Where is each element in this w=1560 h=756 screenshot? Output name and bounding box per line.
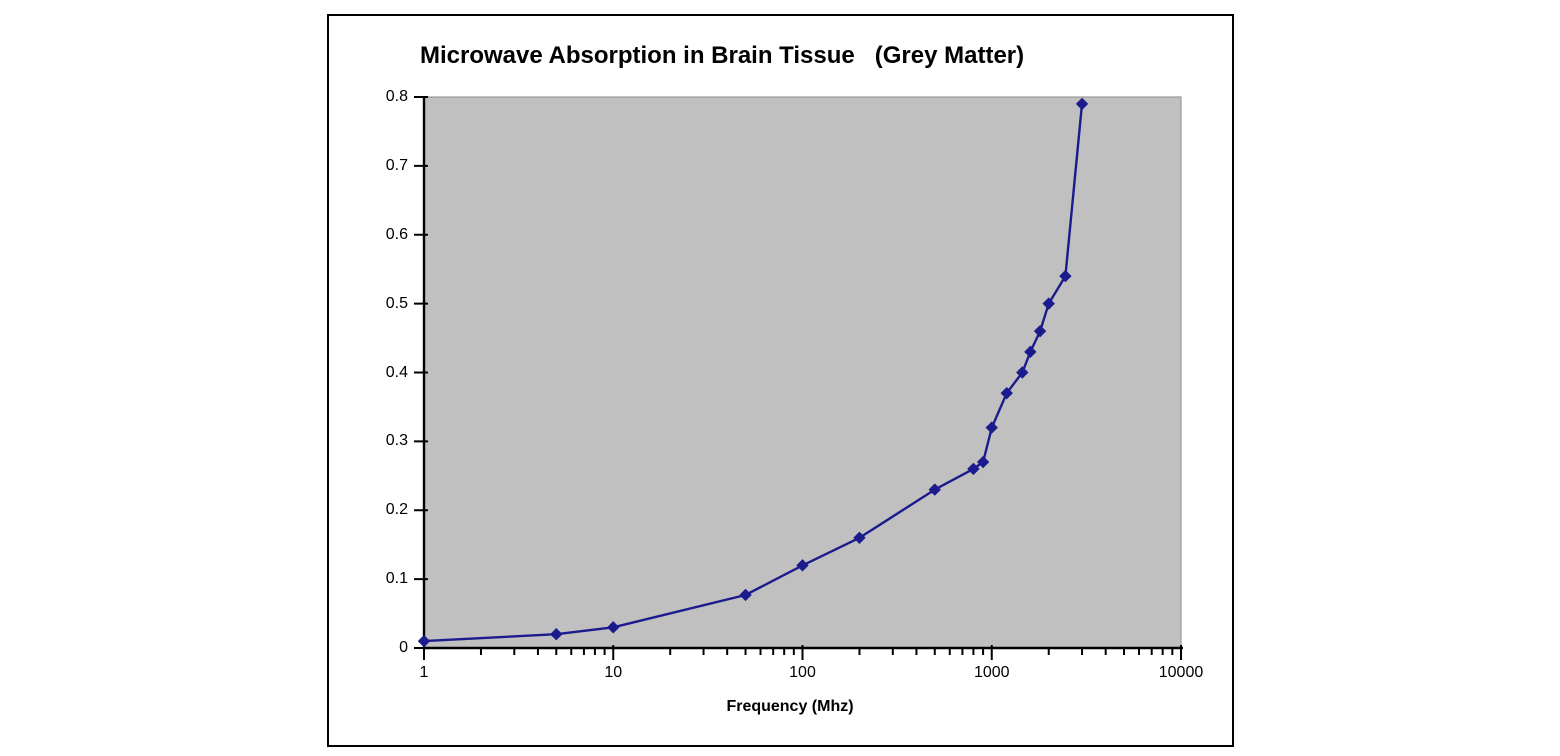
- data-point-marker: [985, 421, 998, 434]
- y-axis-tick-label: 0.4: [385, 363, 408, 381]
- data-point-marker: [1042, 297, 1055, 310]
- x-axis-title: Frequency (Mhz): [726, 698, 854, 715]
- data-point-marker: [976, 455, 990, 469]
- x-axis-tick-label: 1000: [973, 664, 1010, 681]
- data-point-marker: [1075, 97, 1089, 111]
- y-axis-tick-label: 0.2: [385, 501, 408, 519]
- data-point-marker: [853, 531, 866, 544]
- data-point-marker: [417, 634, 431, 648]
- y-axis-tick-label: 0.7: [385, 156, 408, 174]
- y-axis-tick-label: 0.6: [385, 225, 408, 243]
- y-axis-tick-label: 0.5: [385, 294, 408, 312]
- chart-title: Microwave Absorption in Brain Tissue (Gr…: [420, 42, 1025, 69]
- x-axis-tick-label: 100: [789, 664, 816, 681]
- data-point-marker: [1024, 345, 1037, 359]
- data-point-marker: [1000, 386, 1013, 400]
- x-axis-tick-label: 10000: [1158, 664, 1204, 681]
- data-point-marker: [1059, 269, 1072, 283]
- y-axis-tick-label: 0: [399, 639, 408, 656]
- data-point-marker: [739, 588, 752, 602]
- x-axis-tick-label: 10: [604, 664, 623, 681]
- data-point-marker: [1033, 324, 1047, 338]
- data-point-marker: [928, 483, 941, 496]
- data-point-marker: [796, 559, 809, 572]
- y-axis-tick-label: 0.1: [385, 570, 408, 588]
- data-point-marker: [607, 621, 620, 634]
- data-point-marker: [550, 628, 563, 641]
- x-axis-tick-label: 1: [419, 664, 429, 681]
- y-axis-tick-label: 0.8: [385, 88, 408, 105]
- data-point-marker: [967, 462, 980, 476]
- data-point-marker: [1016, 366, 1029, 379]
- plot-background: [423, 96, 1182, 649]
- y-axis-tick-label: 0.3: [385, 432, 408, 450]
